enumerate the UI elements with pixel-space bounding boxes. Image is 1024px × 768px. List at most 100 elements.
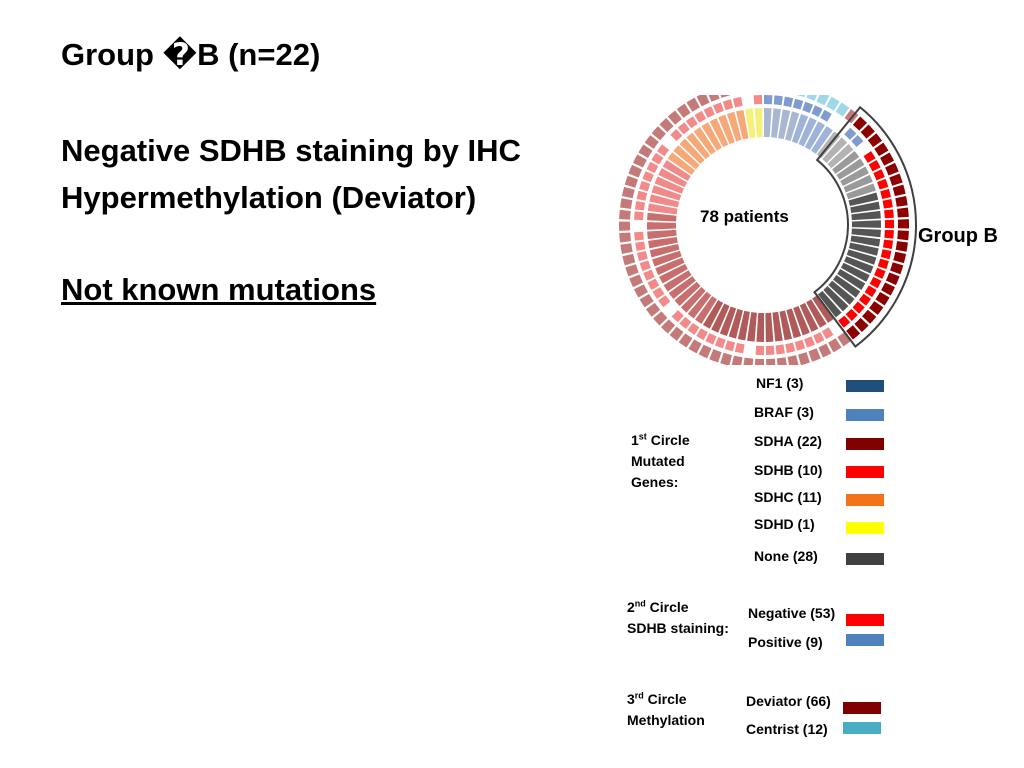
staining-segment (845, 308, 858, 321)
gene-segment (846, 183, 876, 200)
gene-segment (771, 108, 781, 138)
subtitle-staining: Negative SDHB staining by IHC (61, 133, 521, 168)
methylation-segment (644, 135, 659, 149)
gene-segment (791, 114, 809, 144)
methylation-segment (796, 95, 806, 98)
methylation-segment (867, 133, 883, 148)
gene-segment (832, 151, 860, 174)
methylation-segment (874, 142, 889, 157)
staining-segment (636, 190, 648, 201)
gene-segment (674, 281, 701, 307)
gene-segment (649, 194, 680, 208)
gene-segment (850, 235, 881, 247)
methylation-segment (776, 357, 787, 365)
gene-segment (772, 311, 783, 342)
gene-segment (827, 143, 854, 169)
gene-segment (798, 117, 817, 147)
staining-segment (880, 249, 892, 260)
staining-segment (884, 219, 894, 229)
methylation-segment (754, 358, 764, 365)
methylation-segment (678, 333, 693, 348)
methylation-segment (854, 317, 869, 333)
staining-segment (714, 337, 726, 349)
legend-centrist-label: Centrist (12) (746, 721, 828, 737)
staining-segment (687, 322, 700, 335)
methylation-segment (862, 309, 877, 324)
methylation-segment (659, 117, 674, 133)
staining-segment (794, 339, 806, 351)
staining-segment (775, 344, 785, 355)
gene-segment (778, 109, 791, 140)
gene-segment (668, 276, 696, 299)
gene-segment (754, 108, 763, 138)
staining-segment (868, 160, 881, 172)
methylation-segment (880, 152, 895, 166)
staining-segment (873, 169, 885, 181)
staining-segment (642, 171, 654, 183)
methylation-segment (766, 358, 776, 365)
staining-segment (869, 276, 882, 289)
legend-circle2-title: 2nd Circle SDHB staining: (627, 598, 729, 636)
methylation-segment (897, 219, 909, 229)
staining-segment (783, 96, 794, 108)
staining-segment (864, 285, 877, 298)
staining-segment (724, 340, 736, 352)
methylation-segment (709, 349, 722, 363)
legend-nf1-swatch (846, 380, 884, 392)
staining-segment (765, 345, 775, 355)
staining-segment (705, 333, 717, 345)
methylation-segment (696, 95, 710, 107)
methylation-segment (619, 232, 631, 243)
methylation-segment (826, 96, 840, 111)
legend-sdhd-label: SDHD (1) (754, 516, 815, 532)
legend-sdha-label: SDHA (22) (754, 433, 822, 449)
staining-segment (884, 209, 894, 219)
methylation-segment (633, 284, 648, 298)
staining-segment (863, 151, 876, 163)
methylation-segment (895, 241, 908, 252)
staining-segment (838, 315, 851, 328)
methylation-ring (619, 95, 909, 365)
group-b-outline (813, 105, 917, 348)
methylation-segment (895, 195, 908, 207)
gene-segment (695, 296, 717, 324)
legend-centrist-swatch (843, 722, 881, 734)
staining-segment (694, 110, 707, 123)
gene-segment (851, 220, 881, 228)
methylation-segment (897, 207, 909, 218)
legend-negative-label: Negative (53) (748, 605, 836, 621)
methylation-segment (881, 282, 896, 296)
gene-segment (844, 256, 874, 274)
gene-segment (851, 210, 881, 221)
gene-segment (652, 250, 682, 267)
staining-segment (635, 241, 646, 252)
circular-patient-diagram (619, 95, 917, 365)
gene-segment (836, 158, 865, 180)
methylation-segment (808, 348, 821, 362)
methylation-segment (632, 154, 647, 168)
gene-segment (764, 108, 772, 138)
gene-segment (848, 242, 879, 256)
gene-segment (785, 111, 800, 142)
legend-deviator-label: Deviator (66) (746, 693, 831, 709)
legend-sdhb-label: SDHB (10) (754, 462, 823, 478)
note-no-mutations: Not known mutations (61, 272, 377, 307)
gene-segment (833, 274, 861, 298)
gene-segment (703, 300, 724, 329)
gene-segment (736, 109, 749, 140)
gene-segment (680, 286, 706, 313)
staining-segment (677, 122, 690, 135)
legend-braf-label: BRAF (3) (754, 404, 814, 420)
gene-segment (647, 229, 677, 240)
subtitle-methylation: Hypermethylation (Deviator) (61, 180, 477, 215)
gene-segment (719, 306, 737, 336)
methylation-segment (620, 243, 633, 255)
staining-segment (670, 129, 683, 142)
group-b-label: Group B (918, 225, 998, 247)
methylation-segment (835, 102, 850, 117)
gene-segment (655, 257, 685, 276)
methylation-segment (892, 184, 906, 197)
legend-circle1-title: 1st Circle Mutated Genes: (631, 431, 690, 490)
staining-segment (639, 180, 651, 192)
gene-segment (846, 249, 877, 265)
